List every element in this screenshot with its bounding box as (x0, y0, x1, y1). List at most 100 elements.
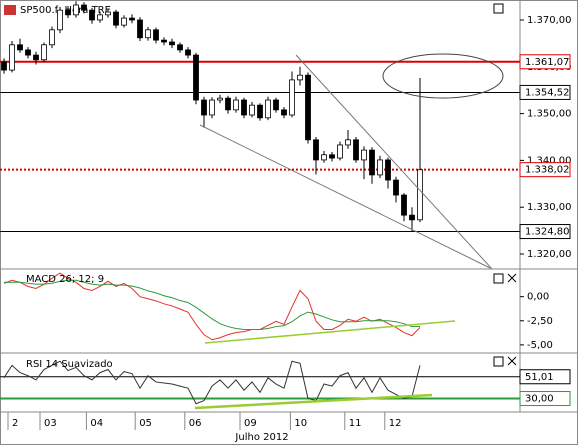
candle-body (377, 159, 383, 176)
candle-body (145, 29, 151, 39)
level-label: 30,00 (525, 394, 554, 405)
x-tick-label: 11 (349, 418, 362, 429)
candle-body (393, 179, 399, 196)
candle-body (385, 159, 391, 181)
candle-body (1, 61, 7, 71)
level-label-box (519, 84, 571, 100)
y-tick-label: 1.370,00 (527, 15, 572, 26)
y-tick-label: -5,00 (527, 340, 553, 351)
candle-body (57, 9, 63, 31)
candle-body (25, 49, 31, 56)
instrument-icon (4, 5, 16, 15)
level-label: 51,01 (525, 372, 554, 383)
overlays (4, 3, 517, 410)
candle-body (313, 139, 319, 161)
candle-body (401, 194, 407, 216)
candle-body (257, 104, 263, 119)
candle-body (273, 99, 279, 111)
candle-body (129, 17, 135, 21)
candle-body (305, 74, 311, 141)
candle-body (73, 4, 79, 16)
candle-body (369, 149, 375, 176)
candle-body (137, 19, 143, 39)
candle-body (201, 99, 207, 116)
candle-body (105, 11, 111, 16)
candle-body (217, 97, 223, 101)
candle-body (81, 4, 87, 11)
y-tick-label: 1.320,00 (527, 249, 572, 260)
candle-body (249, 104, 255, 116)
candle-body (289, 79, 295, 116)
x-tick-label: 05 (139, 418, 152, 429)
y-tick-label: 0,00 (527, 292, 549, 303)
x-tick-label: 10 (294, 418, 307, 429)
candle-body (153, 29, 159, 41)
candle-body (281, 109, 287, 116)
level-label: 1.324,80 (525, 227, 570, 238)
trend-line (204, 320, 456, 344)
x-axis-label: Julho 2012 (234, 432, 288, 443)
candle-body (177, 44, 183, 51)
level-label: 1.338,02 (525, 165, 570, 176)
trend-line (295, 54, 493, 270)
series-line (3, 272, 421, 341)
y-tick-label: -2,50 (527, 316, 553, 327)
series-line (4, 279, 420, 330)
level-label-box (519, 224, 571, 240)
close-button[interactable] (507, 356, 517, 366)
trend-line (199, 124, 491, 269)
candle-body (97, 14, 103, 21)
x-tick-label: 04 (90, 418, 103, 429)
candle-body (121, 17, 127, 26)
panel-title: MACD 26; 12; 9 (26, 274, 104, 285)
candle-body (337, 144, 343, 159)
x-tick-label: 06 (189, 418, 202, 429)
x-tick-label: 09 (244, 418, 257, 429)
candle-body (113, 11, 119, 26)
x-tick-label: 2 (12, 418, 18, 429)
candle-body (329, 154, 335, 159)
candle-body (361, 149, 367, 161)
candle-body (209, 99, 215, 116)
close-button[interactable] (507, 273, 517, 283)
candle-body (65, 9, 71, 16)
trend-line (194, 393, 433, 410)
level-label-box (519, 391, 571, 407)
candle-body (9, 44, 15, 71)
candle-body (185, 49, 191, 56)
level-label-box (519, 369, 571, 385)
series-line (3, 360, 421, 405)
level-label-box (519, 162, 571, 178)
candle-body (345, 139, 351, 146)
window-button[interactable] (493, 3, 504, 14)
ellipse-annotation (382, 53, 504, 99)
x-tick-label: 03 (44, 418, 57, 429)
candle-body (169, 41, 175, 46)
candle-body (265, 99, 271, 119)
candle-body (89, 9, 95, 21)
candle-body (321, 154, 327, 161)
candle-body (297, 74, 303, 81)
y-tick-label: 1.350,00 (527, 109, 572, 120)
candle-body (353, 139, 359, 161)
candle-body (161, 39, 167, 43)
window-button[interactable] (493, 273, 504, 284)
candle-body (17, 44, 23, 51)
y-tick-label: 1.340,00 (527, 155, 572, 166)
candle-body (225, 97, 231, 111)
candle-body (41, 44, 47, 61)
level-label: 1.354,52 (525, 87, 570, 98)
y-tick-label: 1.330,00 (527, 202, 572, 213)
panel-title: RSI 14 Suavizado (26, 359, 113, 370)
candle-body (193, 54, 199, 101)
candle-body (241, 99, 247, 116)
window-button[interactable] (493, 356, 504, 367)
candle-body (49, 29, 55, 46)
x-tick-label: 12 (389, 418, 402, 429)
candle-body (409, 214, 415, 221)
level-label: 1.361,07 (525, 57, 570, 68)
candle-body (33, 54, 39, 61)
candle-body (233, 99, 239, 111)
